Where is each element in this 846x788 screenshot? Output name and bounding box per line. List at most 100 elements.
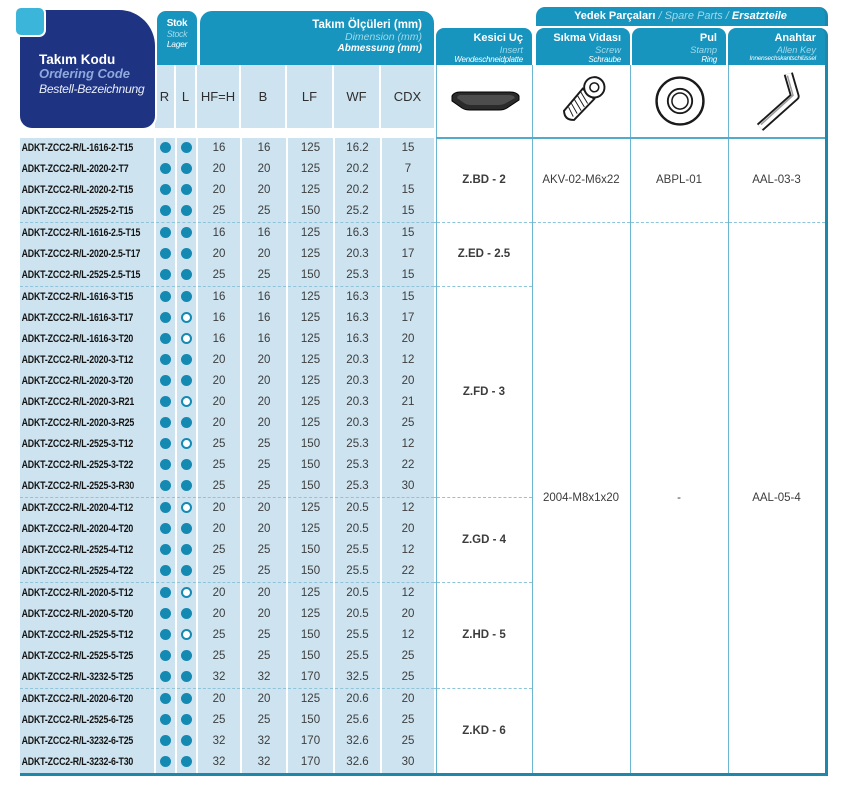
table-row: ADKT-ZCC2-R/L-2020-3-T12 20 20 125 20.3 12 <box>20 350 826 371</box>
lf-cell: 125 <box>287 244 335 265</box>
tool-code-cell: ADKT-ZCC2-R/L-2525-5-T12 <box>20 625 156 646</box>
stock-l-dot <box>181 269 192 281</box>
stock-l-dot <box>181 587 192 599</box>
tool-code-text: ADKT-ZCC2-R/L-2525-6-T25 <box>21 714 134 726</box>
b-cell: 20 <box>241 180 288 201</box>
separator: / <box>725 10 732 22</box>
column-gap <box>434 413 436 434</box>
hex-l-key-image <box>756 72 800 131</box>
lf-cell: 125 <box>287 582 335 604</box>
stock-l-cell <box>176 413 198 434</box>
table-row: ADKT-ZCC2-R/L-1616-3-T17 16 16 125 16.3 17 <box>20 308 826 329</box>
lf-cell: 150 <box>287 625 335 646</box>
stock-l-dot <box>181 417 192 429</box>
b-cell: 25 <box>241 265 288 287</box>
stock-r-cell <box>155 731 177 752</box>
stock-l-cell <box>176 329 198 350</box>
lf-cell: 125 <box>287 497 335 519</box>
screw-label-tr: Sıkma Vidası <box>553 32 621 44</box>
cdx-cell: 12 <box>381 625 434 646</box>
hf-cell: 25 <box>197 625 242 646</box>
tool-code-text: ADKT-ZCC2-R/L-2525-3-R30 <box>21 480 135 492</box>
hf-cell: 20 <box>197 582 242 604</box>
torx-screw-image <box>562 76 605 121</box>
table-row: ADKT-ZCC2-R/L-2525-4-T12 25 25 150 25.5 12 <box>20 540 826 561</box>
table-row: ADKT-ZCC2-R/L-1616-3-T15 16 16 125 16.3 15 Z.F… <box>20 286 826 498</box>
b-cell: 25 <box>241 646 288 667</box>
column-gap <box>434 688 436 710</box>
b-cell: 16 <box>241 138 288 159</box>
table-row: ADKT-ZCC2-R/L-1616-3-T20 16 16 125 16.3 20 <box>20 329 826 350</box>
table-row: ADKT-ZCC2-R/L-2020-3-R25 20 20 125 20.3 25 <box>20 413 826 434</box>
stock-r-cell <box>155 625 177 646</box>
cdx-cell: 15 <box>381 201 434 223</box>
stock-r-dot <box>160 735 171 747</box>
stock-r-cell <box>155 710 177 731</box>
wf-cell: 32.6 <box>334 752 382 775</box>
stock-label-en: Stock <box>166 29 188 39</box>
hf-cell: 20 <box>197 350 242 371</box>
col-header-r: R <box>155 65 176 128</box>
tool-code-text: ADKT-ZCC2-R/L-2020-5-T12 <box>21 587 134 599</box>
insert-header: Kesici Uç Insert Wendeschneidplatte <box>436 28 532 65</box>
stock-r-cell <box>155 201 177 223</box>
tool-code-text: ADKT-ZCC2-R/L-2525-4-T12 <box>21 544 134 556</box>
stock-r-dot <box>160 184 171 196</box>
b-cell: 20 <box>241 159 288 180</box>
hf-cell: 25 <box>197 455 242 476</box>
stock-r-dot <box>160 312 171 324</box>
dimensions-label-en: Dimension (mm) <box>344 31 422 43</box>
table-row: ADKT-ZCC2-R/L-2525-4-T22 25 25 150 25.5 22 <box>20 561 826 583</box>
column-gap <box>434 476 436 498</box>
wf-cell: 16.2 <box>334 138 382 159</box>
stock-l-cell <box>176 604 198 625</box>
tool-code-text: ADKT-ZCC2-R/L-1616-2-T15 <box>21 142 134 154</box>
tool-code-header: Takım Kodu Ordering Code Bestell-Bezeich… <box>20 10 155 128</box>
wf-cell: 25.2 <box>334 201 382 223</box>
tool-code-cell: ADKT-ZCC2-R/L-2020-3-T20 <box>20 371 156 392</box>
lf-cell: 125 <box>287 688 335 710</box>
tool-code-cell: ADKT-ZCC2-R/L-2020-6-T20 <box>20 688 156 710</box>
stock-l-dot <box>181 205 192 217</box>
hf-cell: 16 <box>197 286 242 308</box>
table-row: ADKT-ZCC2-R/L-2525-5-T25 25 25 150 25.5 25 <box>20 646 826 667</box>
spare-parts-label-tr: Yedek Parçaları <box>574 10 656 22</box>
stock-l-dot <box>181 459 192 471</box>
stock-r-cell <box>155 308 177 329</box>
hf-cell: 25 <box>197 265 242 287</box>
column-gap <box>434 434 436 455</box>
hf-cell: 16 <box>197 329 242 350</box>
tool-code-label-tr: Takım Kodu <box>39 52 116 67</box>
stock-l-cell <box>176 455 198 476</box>
stock-label-de: Lager <box>166 39 188 49</box>
stock-r-cell <box>155 476 177 498</box>
column-gap <box>434 159 436 180</box>
tool-code-cell: ADKT-ZCC2-R/L-3232-6-T25 <box>20 731 156 752</box>
stamp-cell: - <box>630 222 729 775</box>
column-gap <box>434 646 436 667</box>
stock-r-dot <box>160 396 171 408</box>
column-gap <box>434 180 436 201</box>
stock-r-cell <box>155 180 177 201</box>
wf-cell: 25.3 <box>334 476 382 498</box>
stock-r-cell <box>155 329 177 350</box>
wf-cell: 20.3 <box>334 392 382 413</box>
stock-r-cell <box>155 138 177 159</box>
stock-l-dot <box>181 480 192 492</box>
stock-l-cell <box>176 731 198 752</box>
screw-header: Sıkma Vidası Screw Schraube <box>536 28 630 65</box>
b-cell: 20 <box>241 688 288 710</box>
tool-code-cell: ADKT-ZCC2-R/L-1616-2.5-T15 <box>20 222 156 244</box>
stock-l-cell <box>176 138 198 159</box>
lf-cell: 150 <box>287 455 335 476</box>
cdx-cell: 20 <box>381 329 434 350</box>
stock-r-dot <box>160 205 171 217</box>
cdx-cell: 20 <box>381 519 434 540</box>
insert-label-en: Insert <box>499 44 523 55</box>
tool-code-cell: ADKT-ZCC2-R/L-1616-3-T20 <box>20 329 156 350</box>
stamp-label-en: Stamp <box>690 44 717 55</box>
wf-cell: 20.5 <box>334 582 382 604</box>
stock-r-cell <box>155 667 177 689</box>
lf-cell: 150 <box>287 265 335 287</box>
hf-cell: 25 <box>197 476 242 498</box>
